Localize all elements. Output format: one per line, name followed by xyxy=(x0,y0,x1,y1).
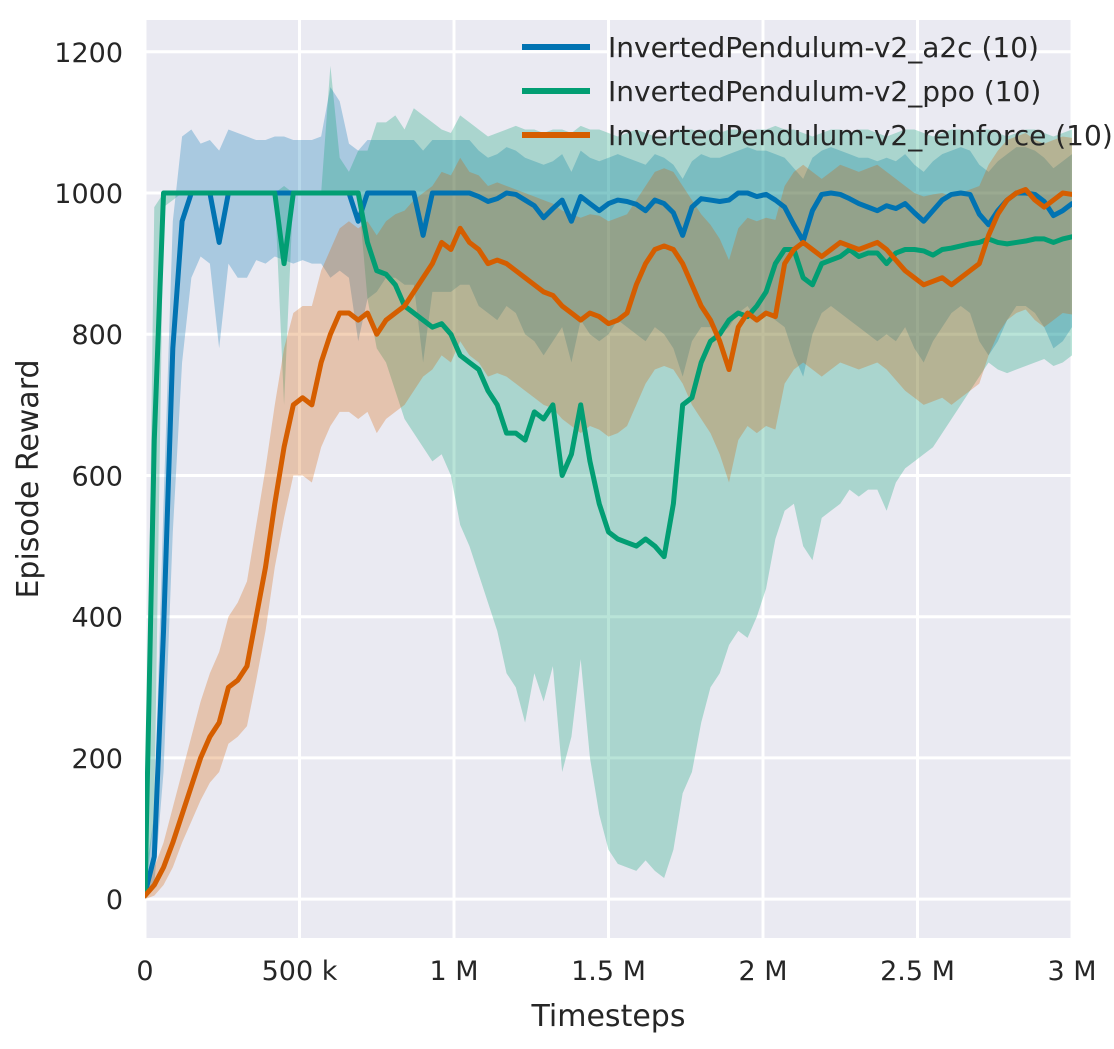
legend-label-2: InvertedPendulum-v2_reinforce (10) xyxy=(608,119,1113,152)
y-tick-label: 600 xyxy=(71,461,123,492)
confidence-band-2 xyxy=(145,132,1072,900)
x-tick-label: 1.5 M xyxy=(571,956,646,987)
gridlines xyxy=(143,20,1074,938)
x-axis-title: Timesteps xyxy=(531,999,686,1034)
data-layer xyxy=(145,65,1072,900)
confidence-band-1 xyxy=(145,65,1072,900)
axis-ticks: 0 200 400 600 800 1000 1200 0 500 k 1 M 1.5 M 2 M 2.… xyxy=(54,38,1096,987)
x-tick-label: 500 k xyxy=(262,956,338,987)
y-tick-label: 1000 xyxy=(54,179,123,210)
series-line-1 xyxy=(145,190,1072,899)
y-tick-label: 400 xyxy=(71,603,123,634)
confidence-band-0 xyxy=(145,87,1072,900)
chart-legend: InvertedPendulum-v2_a2c (10) InvertedPend… xyxy=(522,31,1113,152)
legend-label-1: InvertedPendulum-v2_ppo (10) xyxy=(608,75,1041,108)
y-tick-label: 1200 xyxy=(54,38,123,69)
x-tick-label: 2 M xyxy=(738,956,787,987)
x-tick-label: 0 xyxy=(136,956,153,987)
x-tick-label: 2.5 M xyxy=(880,956,955,987)
legend-label-0: InvertedPendulum-v2_a2c (10) xyxy=(608,31,1039,64)
y-axis-title: Episode Reward xyxy=(11,359,46,598)
series-line-2 xyxy=(145,186,1072,899)
x-tick-label: 1 M xyxy=(429,956,478,987)
y-tick-label: 200 xyxy=(71,744,123,775)
x-tick-label: 3 M xyxy=(1047,956,1096,987)
y-tick-label: 800 xyxy=(71,320,123,351)
y-tick-label: 0 xyxy=(106,885,123,916)
